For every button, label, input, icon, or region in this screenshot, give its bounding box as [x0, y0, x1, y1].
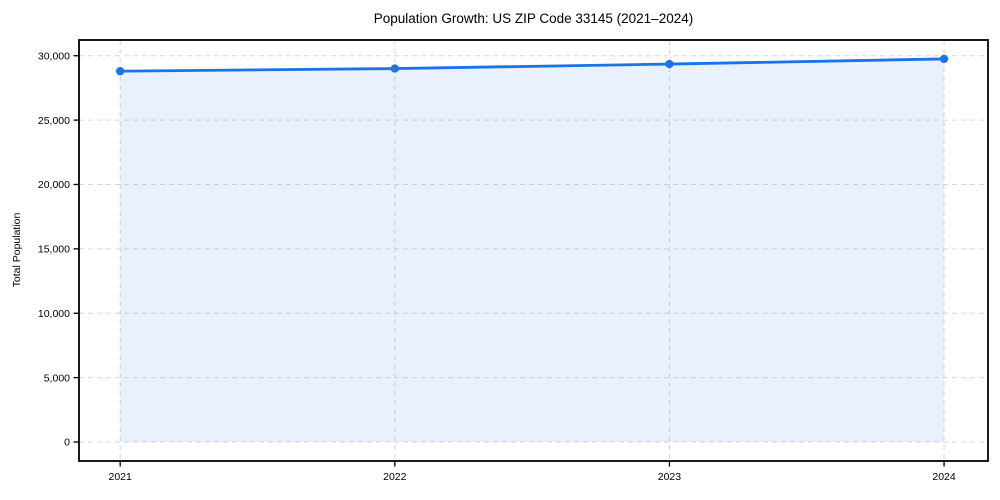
- x-tick-label: 2021: [109, 471, 133, 483]
- data-point-2023: [665, 59, 674, 69]
- population-line: [118, 57, 946, 73]
- y-tick-label: 10,000: [38, 308, 70, 320]
- data-point-2022: [390, 64, 400, 73]
- y-tick-label: 20,000: [38, 179, 70, 191]
- x-tick-label: 2022: [383, 471, 407, 483]
- x-tick-label: 2024: [932, 471, 956, 483]
- data-point-2021: [115, 66, 125, 76]
- y-tick-label: 25,000: [38, 115, 70, 127]
- y-tick-label: 5,000: [44, 372, 70, 384]
- area-fill: [120, 58, 945, 443]
- y-tick-label: 30,000: [38, 50, 70, 62]
- y-tick-label: 0: [64, 437, 70, 449]
- y-tick-label: 15,000: [38, 244, 70, 256]
- chart-title: Population Growth: US ZIP Code 33145 (20…: [373, 11, 694, 26]
- plot-border: [78, 39, 989, 462]
- data-point-2024: [939, 54, 949, 64]
- x-tick-label: 2023: [658, 471, 682, 483]
